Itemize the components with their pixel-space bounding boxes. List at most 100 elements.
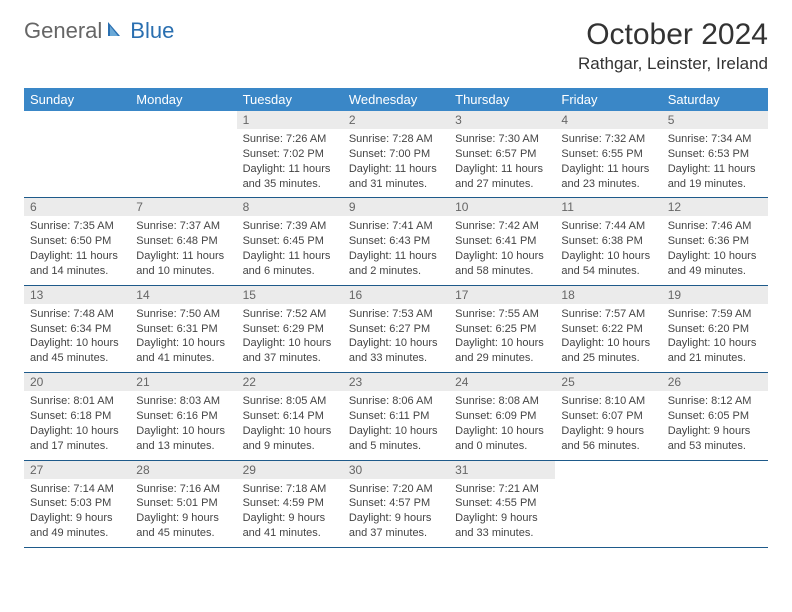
day-info: Sunrise: 7:34 AMSunset: 6:53 PMDaylight:… [662, 129, 768, 197]
day-info-line: Sunrise: 7:50 AM [136, 307, 230, 322]
day-info: Sunrise: 7:32 AMSunset: 6:55 PMDaylight:… [555, 129, 661, 197]
week-row: 20Sunrise: 8:01 AMSunset: 6:18 PMDayligh… [24, 373, 768, 460]
day-cell: 7Sunrise: 7:37 AMSunset: 6:48 PMDaylight… [130, 198, 236, 284]
day-info-line: Daylight: 9 hours and 41 minutes. [243, 511, 337, 541]
day-cell: 8Sunrise: 7:39 AMSunset: 6:45 PMDaylight… [237, 198, 343, 284]
day-number: 18 [555, 286, 661, 304]
day-info-line: Sunset: 6:34 PM [30, 322, 124, 337]
day-info-line: Daylight: 10 hours and 37 minutes. [243, 336, 337, 366]
day-cell: 4Sunrise: 7:32 AMSunset: 6:55 PMDaylight… [555, 111, 661, 197]
day-cell: 6Sunrise: 7:35 AMSunset: 6:50 PMDaylight… [24, 198, 130, 284]
day-cell: 23Sunrise: 8:06 AMSunset: 6:11 PMDayligh… [343, 373, 449, 459]
day-cell: 31Sunrise: 7:21 AMSunset: 4:55 PMDayligh… [449, 461, 555, 547]
day-cell: 26Sunrise: 8:12 AMSunset: 6:05 PMDayligh… [662, 373, 768, 459]
day-info: Sunrise: 8:05 AMSunset: 6:14 PMDaylight:… [237, 391, 343, 459]
day-header-sat: Saturday [662, 88, 768, 111]
day-info-line: Sunset: 6:50 PM [30, 234, 124, 249]
day-info-line: Sunset: 6:09 PM [455, 409, 549, 424]
day-info: Sunrise: 7:44 AMSunset: 6:38 PMDaylight:… [555, 216, 661, 284]
day-info-line: Sunrise: 7:30 AM [455, 132, 549, 147]
day-cell: 14Sunrise: 7:50 AMSunset: 6:31 PMDayligh… [130, 286, 236, 372]
day-info-line: Sunrise: 7:18 AM [243, 482, 337, 497]
day-info-line: Sunrise: 8:01 AM [30, 394, 124, 409]
day-info-line: Sunset: 6:55 PM [561, 147, 655, 162]
day-info-line: Sunrise: 7:34 AM [668, 132, 762, 147]
day-info: Sunrise: 7:21 AMSunset: 4:55 PMDaylight:… [449, 479, 555, 547]
day-info: Sunrise: 7:16 AMSunset: 5:01 PMDaylight:… [130, 479, 236, 547]
day-info-line: Sunrise: 7:57 AM [561, 307, 655, 322]
day-info: Sunrise: 8:12 AMSunset: 6:05 PMDaylight:… [662, 391, 768, 459]
day-info-line: Sunrise: 7:42 AM [455, 219, 549, 234]
day-cell: 28Sunrise: 7:16 AMSunset: 5:01 PMDayligh… [130, 461, 236, 547]
day-number: 3 [449, 111, 555, 129]
day-info-line: Sunset: 6:20 PM [668, 322, 762, 337]
day-cell: 11Sunrise: 7:44 AMSunset: 6:38 PMDayligh… [555, 198, 661, 284]
day-number: 27 [24, 461, 130, 479]
day-info-line: Sunrise: 8:08 AM [455, 394, 549, 409]
day-info-line: Sunrise: 7:52 AM [243, 307, 337, 322]
day-info-line: Sunrise: 7:14 AM [30, 482, 124, 497]
day-info-line: Sunset: 6:41 PM [455, 234, 549, 249]
day-info: Sunrise: 8:03 AMSunset: 6:16 PMDaylight:… [130, 391, 236, 459]
day-header-mon: Monday [130, 88, 236, 111]
day-cell: 10Sunrise: 7:42 AMSunset: 6:41 PMDayligh… [449, 198, 555, 284]
day-info: Sunrise: 7:14 AMSunset: 5:03 PMDaylight:… [24, 479, 130, 547]
day-cell: 22Sunrise: 8:05 AMSunset: 6:14 PMDayligh… [237, 373, 343, 459]
day-info: Sunrise: 8:10 AMSunset: 6:07 PMDaylight:… [555, 391, 661, 459]
day-cell: 17Sunrise: 7:55 AMSunset: 6:25 PMDayligh… [449, 286, 555, 372]
logo-text-blue: Blue [130, 18, 174, 44]
day-info-line: Daylight: 9 hours and 37 minutes. [349, 511, 443, 541]
day-info-line: Sunset: 6:45 PM [243, 234, 337, 249]
day-info-line: Sunset: 6:43 PM [349, 234, 443, 249]
day-cell: 18Sunrise: 7:57 AMSunset: 6:22 PMDayligh… [555, 286, 661, 372]
day-number: 17 [449, 286, 555, 304]
day-info: Sunrise: 7:28 AMSunset: 7:00 PMDaylight:… [343, 129, 449, 197]
day-info-line: Daylight: 9 hours and 56 minutes. [561, 424, 655, 454]
day-info-line: Sunset: 6:22 PM [561, 322, 655, 337]
day-cell: 12Sunrise: 7:46 AMSunset: 6:36 PMDayligh… [662, 198, 768, 284]
day-info-line: Daylight: 11 hours and 31 minutes. [349, 162, 443, 192]
day-number: 16 [343, 286, 449, 304]
day-cell [555, 461, 661, 547]
day-number: 28 [130, 461, 236, 479]
day-info: Sunrise: 7:48 AMSunset: 6:34 PMDaylight:… [24, 304, 130, 372]
day-info-line: Sunset: 6:53 PM [668, 147, 762, 162]
day-cell: 2Sunrise: 7:28 AMSunset: 7:00 PMDaylight… [343, 111, 449, 197]
day-info-line: Sunset: 6:36 PM [668, 234, 762, 249]
day-info-line: Sunrise: 7:26 AM [243, 132, 337, 147]
day-info-line: Daylight: 11 hours and 19 minutes. [668, 162, 762, 192]
day-info-line: Daylight: 11 hours and 10 minutes. [136, 249, 230, 279]
day-info: Sunrise: 8:01 AMSunset: 6:18 PMDaylight:… [24, 391, 130, 459]
day-info-line: Sunrise: 7:20 AM [349, 482, 443, 497]
day-info-line: Sunrise: 7:32 AM [561, 132, 655, 147]
day-info: Sunrise: 7:46 AMSunset: 6:36 PMDaylight:… [662, 216, 768, 284]
day-info-line: Sunrise: 7:35 AM [30, 219, 124, 234]
day-info-line: Daylight: 11 hours and 2 minutes. [349, 249, 443, 279]
day-info: Sunrise: 7:42 AMSunset: 6:41 PMDaylight:… [449, 216, 555, 284]
day-header-wed: Wednesday [343, 88, 449, 111]
day-number: 15 [237, 286, 343, 304]
day-cell: 9Sunrise: 7:41 AMSunset: 6:43 PMDaylight… [343, 198, 449, 284]
day-info-line: Sunset: 4:59 PM [243, 496, 337, 511]
day-number: 12 [662, 198, 768, 216]
day-header-thu: Thursday [449, 88, 555, 111]
day-info-line: Sunrise: 8:10 AM [561, 394, 655, 409]
day-cell [662, 461, 768, 547]
week-row: 13Sunrise: 7:48 AMSunset: 6:34 PMDayligh… [24, 286, 768, 373]
day-cell: 20Sunrise: 8:01 AMSunset: 6:18 PMDayligh… [24, 373, 130, 459]
day-info-line: Daylight: 11 hours and 35 minutes. [243, 162, 337, 192]
day-info-line: Sunrise: 8:12 AM [668, 394, 762, 409]
day-info: Sunrise: 7:39 AMSunset: 6:45 PMDaylight:… [237, 216, 343, 284]
day-number [24, 111, 130, 115]
day-cell [130, 111, 236, 197]
day-header-row: Sunday Monday Tuesday Wednesday Thursday… [24, 88, 768, 111]
day-info-line: Sunset: 4:57 PM [349, 496, 443, 511]
day-number: 26 [662, 373, 768, 391]
day-number: 5 [662, 111, 768, 129]
day-header-tue: Tuesday [237, 88, 343, 111]
day-info-line: Daylight: 10 hours and 17 minutes. [30, 424, 124, 454]
day-info: Sunrise: 7:20 AMSunset: 4:57 PMDaylight:… [343, 479, 449, 547]
day-cell [24, 111, 130, 197]
day-info: Sunrise: 7:26 AMSunset: 7:02 PMDaylight:… [237, 129, 343, 197]
day-info: Sunrise: 7:35 AMSunset: 6:50 PMDaylight:… [24, 216, 130, 284]
